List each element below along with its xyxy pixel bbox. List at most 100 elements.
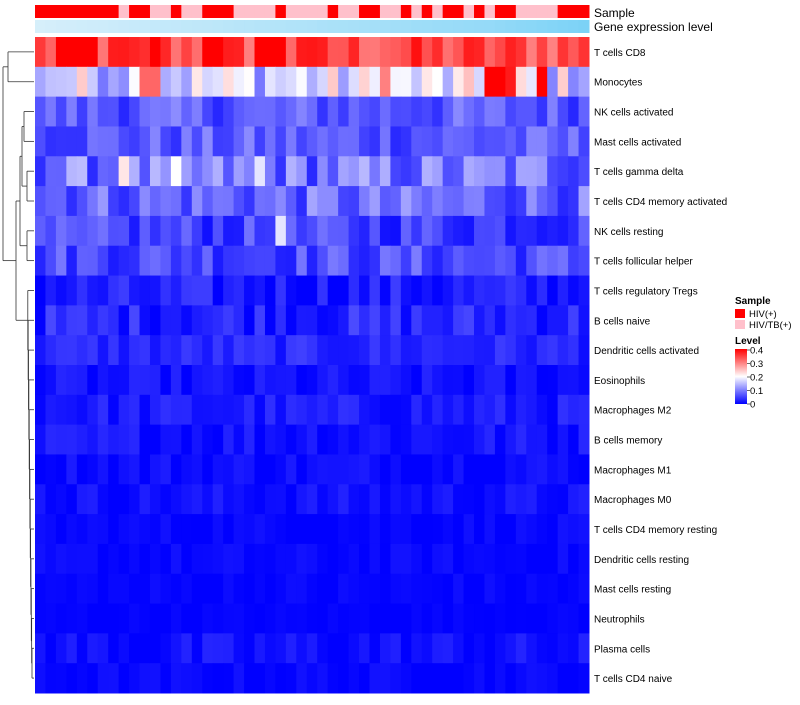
- heatmap-cell: [474, 66, 485, 98]
- heatmap-cell: [505, 275, 517, 306]
- heatmap-cell: [108, 66, 120, 98]
- heatmap-cell: [432, 186, 444, 217]
- heatmap-cell: [327, 454, 339, 485]
- heatmap-cell: [97, 215, 109, 247]
- heatmap-cell: [526, 365, 538, 396]
- heatmap-cell: [557, 37, 569, 68]
- heatmap-cell: [453, 275, 465, 306]
- heatmap-cell: [505, 305, 517, 336]
- heatmap-cell: [202, 186, 214, 217]
- heatmap-cell: [55, 573, 67, 605]
- heatmap-cell: [108, 96, 120, 127]
- heatmap-cell: [348, 365, 360, 396]
- heatmap-cell: [275, 305, 287, 336]
- heatmap-cell: [526, 245, 538, 277]
- heatmap-cell: [149, 156, 161, 187]
- heatmap-cell: [160, 275, 172, 306]
- heatmap-cell: [494, 186, 506, 217]
- gene-annotation-cell: [212, 20, 224, 33]
- heatmap-cell: [306, 186, 318, 217]
- heatmap-cell: [264, 335, 276, 366]
- heatmap-cell: [191, 245, 203, 277]
- heatmap-cell: [139, 245, 151, 277]
- heatmap-cell: [557, 245, 569, 277]
- heatmap-cell: [212, 156, 224, 187]
- heatmap-cell: [160, 66, 172, 98]
- heatmap-cell: [66, 96, 78, 127]
- heatmap-cell: [547, 66, 559, 98]
- heatmap-cell: [139, 156, 151, 187]
- heatmap-cell: [390, 37, 402, 68]
- heatmap-cell: [254, 365, 266, 396]
- heatmap-cell: [442, 543, 454, 575]
- heatmap-cell: [400, 543, 412, 575]
- heatmap-cell: [411, 603, 423, 634]
- sample-annotation-cell: [129, 5, 141, 18]
- heatmap-cell: [108, 603, 120, 634]
- heatmap-cell: [97, 66, 109, 98]
- heatmap-cell: [463, 663, 475, 694]
- heatmap-cell: [400, 394, 412, 426]
- heatmap-cell: [139, 573, 151, 605]
- heatmap-cell: [338, 215, 350, 247]
- heatmap-cells: [35, 37, 590, 694]
- heatmap-cell: [212, 424, 224, 455]
- heatmap-cell: [202, 215, 214, 247]
- heatmap-cell: [254, 484, 266, 515]
- heatmap-cell: [97, 275, 109, 306]
- sample-annotation-cell: [421, 5, 433, 18]
- heatmap-cell: [327, 484, 339, 515]
- heatmap-cell: [76, 96, 88, 127]
- heatmap-cell: [390, 365, 402, 396]
- heatmap-cell: [515, 156, 527, 187]
- heatmap-cell: [223, 633, 235, 664]
- heatmap-cell: [494, 394, 506, 426]
- heatmap-cell: [547, 156, 559, 187]
- heatmap-cell: [170, 37, 182, 68]
- sample-annotation-cell: [97, 5, 109, 18]
- heatmap-cell: [223, 186, 235, 217]
- heatmap-cell: [55, 215, 67, 247]
- heatmap-cell: [494, 305, 506, 336]
- heatmap-cell: [536, 275, 548, 306]
- heatmap-cell: [244, 126, 256, 157]
- heatmap-cell: [453, 365, 465, 396]
- heatmap-cell: [526, 66, 538, 98]
- heatmap-cell: [359, 365, 370, 396]
- heatmap-cell: [212, 573, 224, 605]
- heatmap-cell: [494, 603, 506, 634]
- heatmap-cell: [547, 454, 559, 485]
- heatmap-cell: [557, 394, 569, 426]
- heatmap-cell: [505, 543, 517, 575]
- heatmap-cell: [223, 66, 235, 98]
- heatmap-cell: [400, 603, 412, 634]
- heatmap-cell: [421, 66, 433, 98]
- heatmap-cell: [515, 543, 527, 575]
- heatmap-cell: [223, 245, 235, 277]
- heatmap-cell: [181, 245, 193, 277]
- heatmap-cell: [442, 245, 454, 277]
- heatmap-cell: [87, 543, 99, 575]
- heatmap-cell: [285, 186, 297, 217]
- heatmap-cell: [505, 603, 517, 634]
- heatmap-cell: [317, 37, 329, 68]
- heatmap-cell: [108, 663, 120, 694]
- heatmap-cell: [453, 37, 465, 68]
- heatmap-cell: [264, 66, 276, 98]
- heatmap-cell: [129, 156, 141, 187]
- heatmap-cell: [515, 573, 527, 605]
- heatmap-cell: [400, 186, 412, 217]
- gene-expression-annotation-bar: [35, 20, 590, 33]
- heatmap-cell: [87, 186, 99, 217]
- sample-annotation-cell: [557, 5, 569, 18]
- heatmap-cell: [547, 573, 559, 605]
- sample-annotation-cell: [411, 5, 423, 18]
- heatmap-cell: [191, 215, 203, 247]
- heatmap-cell: [494, 484, 506, 515]
- heatmap-cell: [400, 663, 412, 694]
- heatmap-cell: [463, 514, 475, 545]
- heatmap-cell: [191, 484, 203, 515]
- heatmap-cell: [536, 454, 548, 485]
- heatmap-cell: [139, 66, 151, 98]
